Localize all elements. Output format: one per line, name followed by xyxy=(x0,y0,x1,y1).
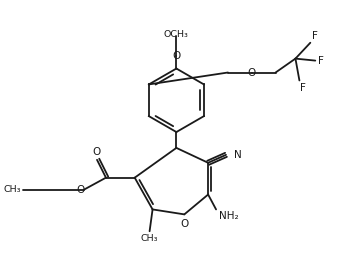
Text: O: O xyxy=(172,51,180,61)
Text: N: N xyxy=(234,150,242,160)
Text: CH₃: CH₃ xyxy=(3,185,21,194)
Text: NH₂: NH₂ xyxy=(219,211,239,221)
Text: F: F xyxy=(318,55,324,66)
Text: O: O xyxy=(92,147,100,157)
Text: O: O xyxy=(180,219,188,229)
Text: O: O xyxy=(77,185,85,194)
Text: F: F xyxy=(312,31,318,41)
Text: OCH₃: OCH₃ xyxy=(164,30,189,39)
Text: F: F xyxy=(300,84,306,93)
Text: O: O xyxy=(248,67,256,78)
Text: CH₃: CH₃ xyxy=(141,234,158,243)
